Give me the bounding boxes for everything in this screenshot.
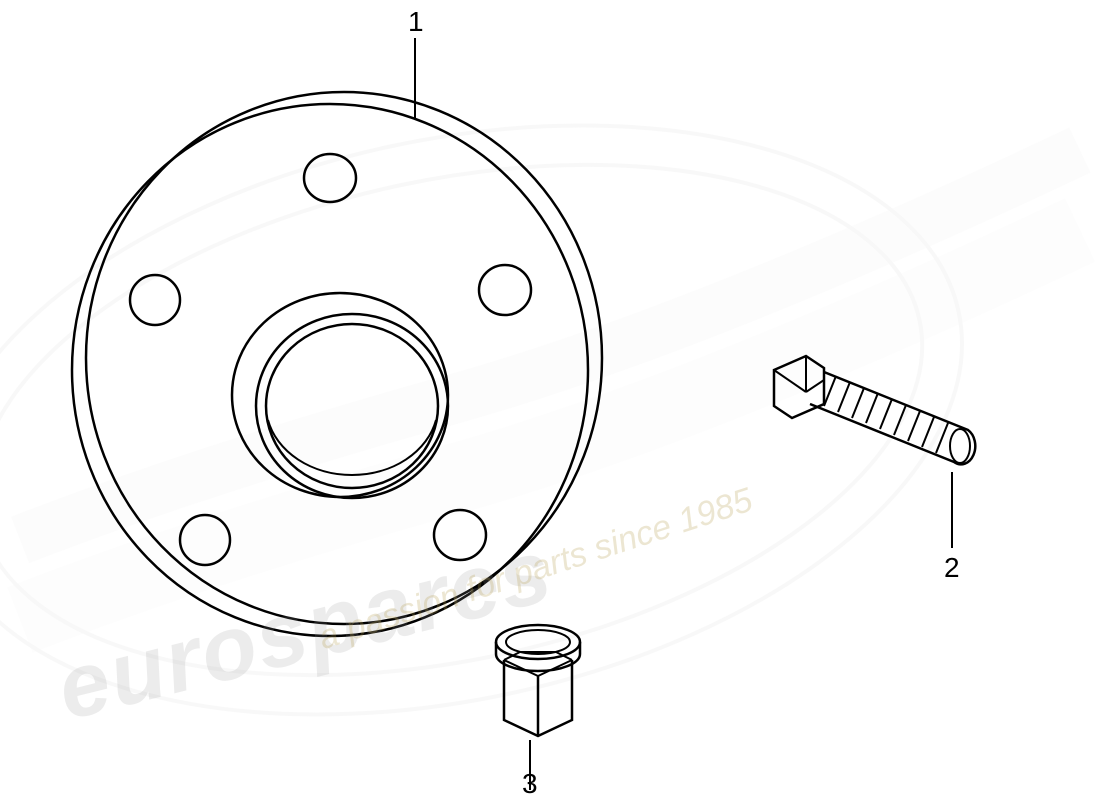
wheel-nut [496, 625, 580, 736]
callout-label-3: 3 [522, 768, 538, 800]
wheel-bolt [774, 356, 975, 464]
parts-diagram: 1 2 3 eurospares a passion for parts sin… [0, 0, 1100, 800]
callout-label-1: 1 [408, 6, 424, 38]
callout-label-2: 2 [944, 552, 960, 584]
